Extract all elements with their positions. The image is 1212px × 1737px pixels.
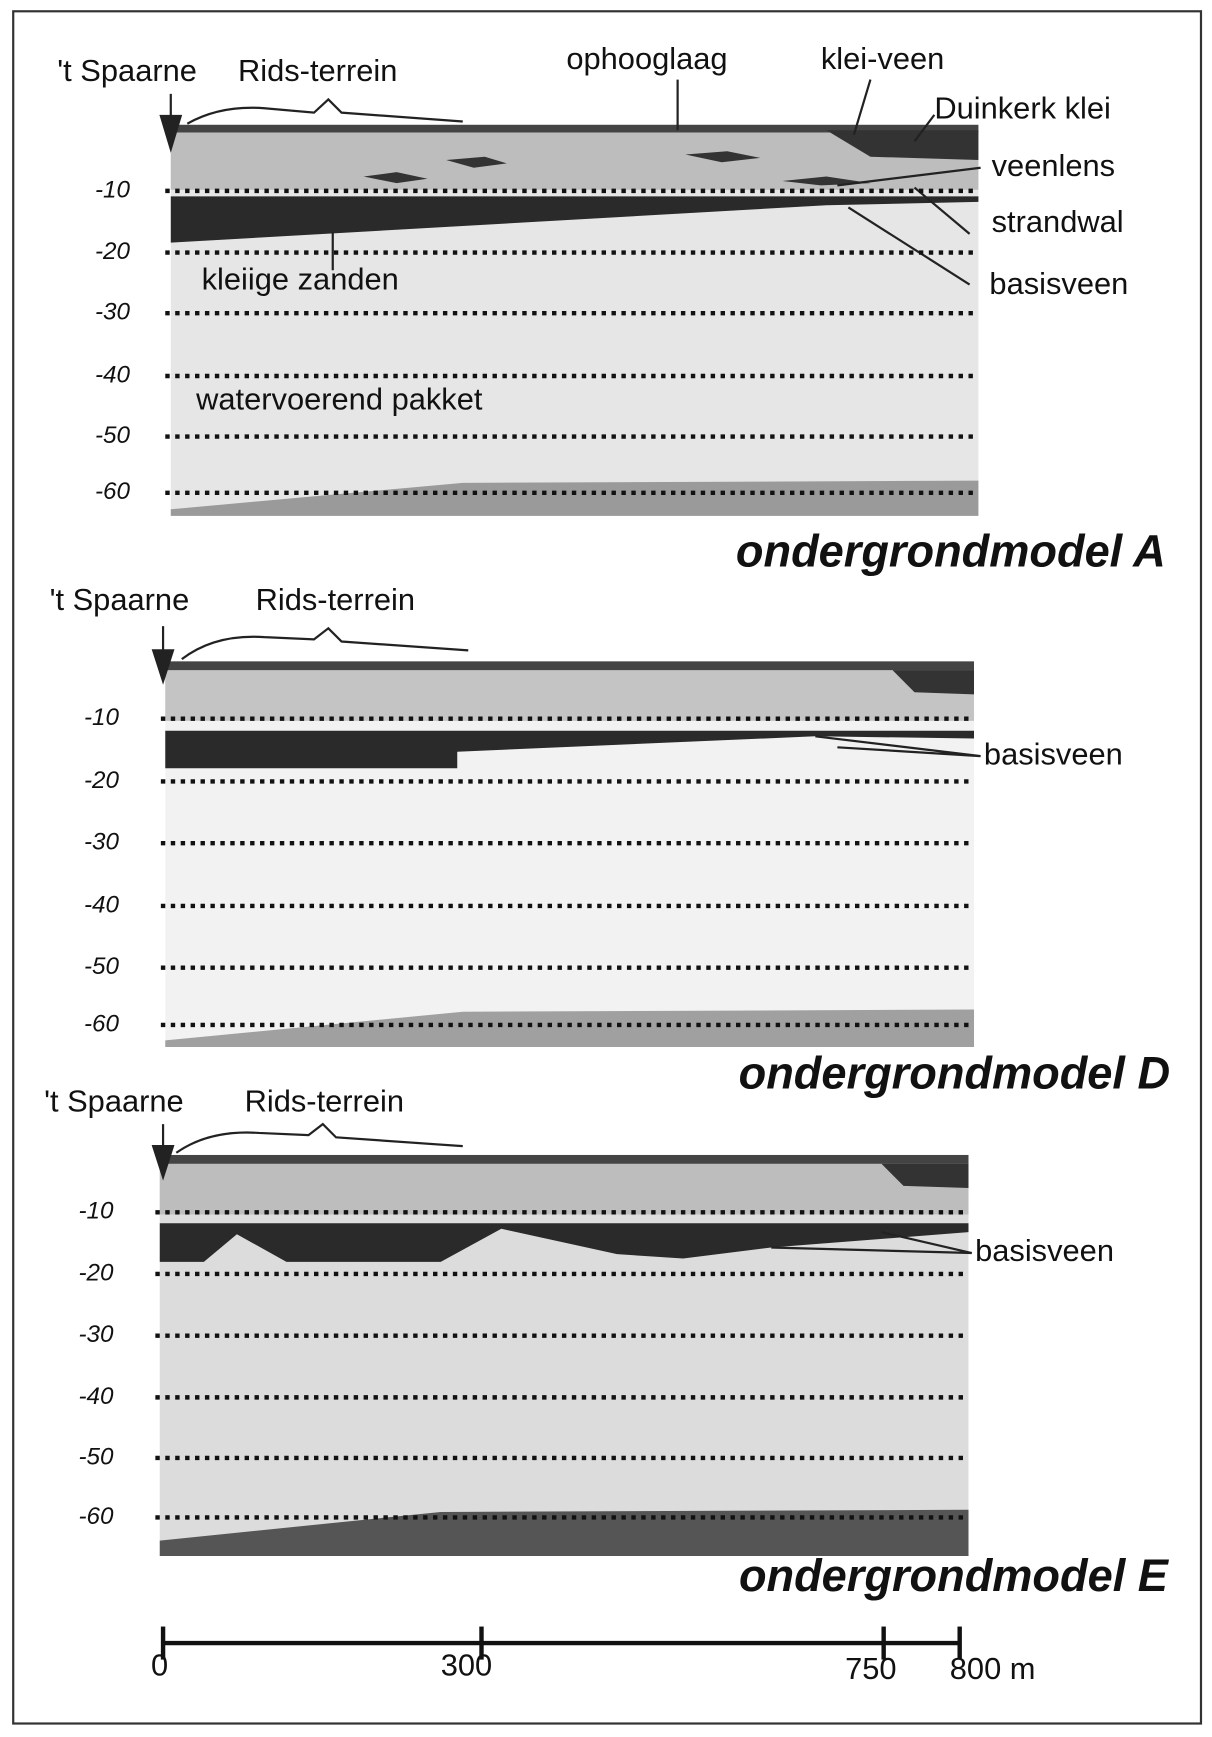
scale-label: 300 — [441, 1647, 492, 1682]
label: basisveen — [989, 266, 1128, 301]
surface-profile — [181, 626, 469, 661]
depth-label: -10 — [95, 176, 131, 203]
depth-label: -20 — [95, 238, 131, 265]
depth-label: -60 — [78, 1503, 114, 1530]
clay-peat — [826, 130, 979, 161]
base-peat — [159, 1223, 969, 1262]
label: 't Spaarne — [57, 53, 197, 88]
depth-label: -50 — [78, 1443, 114, 1470]
frame — [12, 10, 1203, 1725]
scale-label: 800 m — [950, 1651, 1036, 1686]
surface-profile — [175, 1122, 463, 1154]
label: Rids-terrein — [256, 582, 415, 617]
leader-lines — [815, 735, 981, 758]
arrow — [159, 93, 183, 153]
label: watervoerend pakket — [195, 381, 483, 416]
section-d: 't Spaarne Rids-terrein basisveen onderg… — [50, 582, 1171, 1099]
label: basisveen — [984, 736, 1123, 771]
scale-label: 0 — [151, 1647, 168, 1682]
fill-layer — [165, 661, 975, 671]
section-title: ondergrondmodel E — [739, 1550, 1170, 1601]
clay-peat — [892, 670, 975, 695]
depth-label: -40 — [95, 361, 131, 388]
fill-layer — [170, 124, 979, 133]
depth-label: -50 — [84, 953, 120, 980]
label: kleiige zanden — [202, 261, 399, 296]
scale-bar: 0 300 750 800 m — [151, 1626, 1036, 1686]
fill-layer — [159, 1154, 969, 1164]
depth-label: -60 — [95, 478, 131, 505]
depth-label: -20 — [78, 1259, 114, 1286]
base-layer — [170, 480, 979, 516]
base-layer — [159, 1509, 969, 1557]
base-peat — [165, 730, 975, 769]
depth-label: -30 — [78, 1321, 114, 1348]
clay-peat — [881, 1163, 969, 1189]
label: klei-veen — [821, 41, 944, 76]
label: 't Spaarne — [44, 1083, 184, 1118]
scale-label: 750 — [845, 1651, 896, 1686]
leader-lines — [771, 1231, 973, 1255]
arrow — [151, 1124, 175, 1181]
aquifer — [159, 1154, 969, 1557]
sand-layer — [159, 1163, 969, 1215]
depth-label: -30 — [84, 829, 120, 856]
label: 't Spaarne — [50, 582, 190, 617]
label: strandwal — [992, 204, 1124, 239]
depth-label: -10 — [84, 704, 120, 731]
depth-label: -60 — [84, 1010, 120, 1037]
depth-label: -20 — [84, 767, 120, 794]
depth-label: -50 — [95, 422, 131, 449]
sand-layer — [165, 670, 975, 721]
surface-profile — [186, 97, 463, 125]
section-title: ondergrondmodel A — [736, 525, 1166, 576]
peat-lens — [446, 156, 507, 168]
base-layer — [165, 1009, 975, 1047]
clayey-sand — [170, 196, 979, 243]
section-title: ondergrondmodel D — [739, 1048, 1170, 1099]
section-a: 't Spaarne Rids-terrein ophooglaag klei-… — [57, 41, 1165, 576]
arrow — [151, 626, 175, 685]
depth-label: -40 — [78, 1383, 114, 1410]
label: ophooglaag — [566, 41, 727, 76]
aquifer — [165, 661, 975, 1047]
label: Rids-terrein — [245, 1083, 404, 1118]
label: Rids-terrein — [238, 53, 397, 88]
section-e: 't Spaarne Rids-terrein basisveen onderg… — [44, 1083, 1170, 1601]
depth-label: -40 — [84, 891, 120, 918]
peat-lens — [685, 151, 761, 163]
depth-label: -30 — [95, 299, 131, 326]
label: veenlens — [992, 148, 1115, 183]
depth-label: -10 — [78, 1198, 114, 1225]
label: Duinkerk klei — [934, 91, 1111, 126]
leader-lines — [331, 79, 981, 286]
label: basisveen — [975, 1233, 1114, 1268]
peat-lens — [363, 172, 428, 184]
